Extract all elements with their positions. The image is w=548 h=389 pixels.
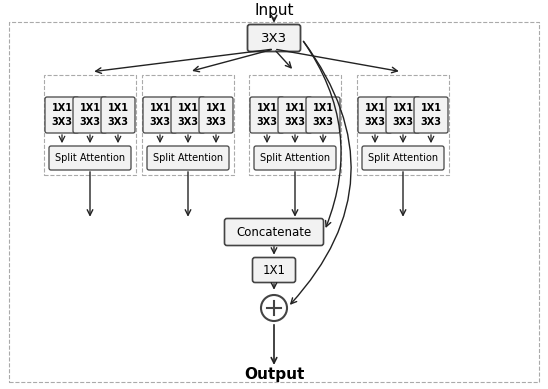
Text: 1X1: 1X1 <box>262 263 286 277</box>
Bar <box>142 75 234 175</box>
Text: 1X1: 1X1 <box>420 103 442 113</box>
FancyBboxPatch shape <box>248 25 300 51</box>
Text: 1X1: 1X1 <box>364 103 385 113</box>
Text: 1X1: 1X1 <box>256 103 277 113</box>
FancyBboxPatch shape <box>358 97 392 133</box>
FancyBboxPatch shape <box>45 97 79 133</box>
FancyBboxPatch shape <box>225 219 323 245</box>
FancyBboxPatch shape <box>254 146 336 170</box>
Text: Split Attention: Split Attention <box>368 153 438 163</box>
FancyBboxPatch shape <box>199 97 233 133</box>
FancyBboxPatch shape <box>253 258 295 282</box>
Text: Output: Output <box>244 368 304 382</box>
Text: 1X1: 1X1 <box>107 103 128 113</box>
Text: 3X3: 3X3 <box>107 117 128 127</box>
FancyBboxPatch shape <box>250 97 284 133</box>
Text: 1X1: 1X1 <box>52 103 72 113</box>
Text: 1X1: 1X1 <box>79 103 100 113</box>
FancyBboxPatch shape <box>414 97 448 133</box>
Bar <box>249 75 341 175</box>
Text: 3X3: 3X3 <box>312 117 334 127</box>
Text: 3X3: 3X3 <box>206 117 226 127</box>
Text: 1X1: 1X1 <box>178 103 198 113</box>
FancyBboxPatch shape <box>171 97 205 133</box>
Text: 3X3: 3X3 <box>256 117 277 127</box>
FancyBboxPatch shape <box>143 97 177 133</box>
Bar <box>357 75 449 175</box>
FancyBboxPatch shape <box>49 146 131 170</box>
Bar <box>44 75 136 175</box>
Text: 1X1: 1X1 <box>392 103 414 113</box>
Text: Split Attention: Split Attention <box>55 153 125 163</box>
Text: 3X3: 3X3 <box>392 117 414 127</box>
FancyBboxPatch shape <box>386 97 420 133</box>
Text: 1X1: 1X1 <box>150 103 170 113</box>
Text: 1X1: 1X1 <box>284 103 305 113</box>
Text: 3X3: 3X3 <box>284 117 305 127</box>
FancyBboxPatch shape <box>362 146 444 170</box>
Text: 1X1: 1X1 <box>312 103 334 113</box>
FancyBboxPatch shape <box>278 97 312 133</box>
Text: Split Attention: Split Attention <box>153 153 223 163</box>
Text: 3X3: 3X3 <box>150 117 170 127</box>
Text: 3X3: 3X3 <box>79 117 100 127</box>
Text: 1X1: 1X1 <box>206 103 226 113</box>
Text: Input: Input <box>254 2 294 18</box>
FancyBboxPatch shape <box>147 146 229 170</box>
Text: Concatenate: Concatenate <box>236 226 312 238</box>
Text: 3X3: 3X3 <box>261 32 287 44</box>
Text: Split Attention: Split Attention <box>260 153 330 163</box>
Text: 3X3: 3X3 <box>420 117 442 127</box>
FancyBboxPatch shape <box>73 97 107 133</box>
Text: 3X3: 3X3 <box>364 117 385 127</box>
Text: 3X3: 3X3 <box>52 117 72 127</box>
Text: 3X3: 3X3 <box>178 117 198 127</box>
FancyBboxPatch shape <box>306 97 340 133</box>
FancyBboxPatch shape <box>101 97 135 133</box>
